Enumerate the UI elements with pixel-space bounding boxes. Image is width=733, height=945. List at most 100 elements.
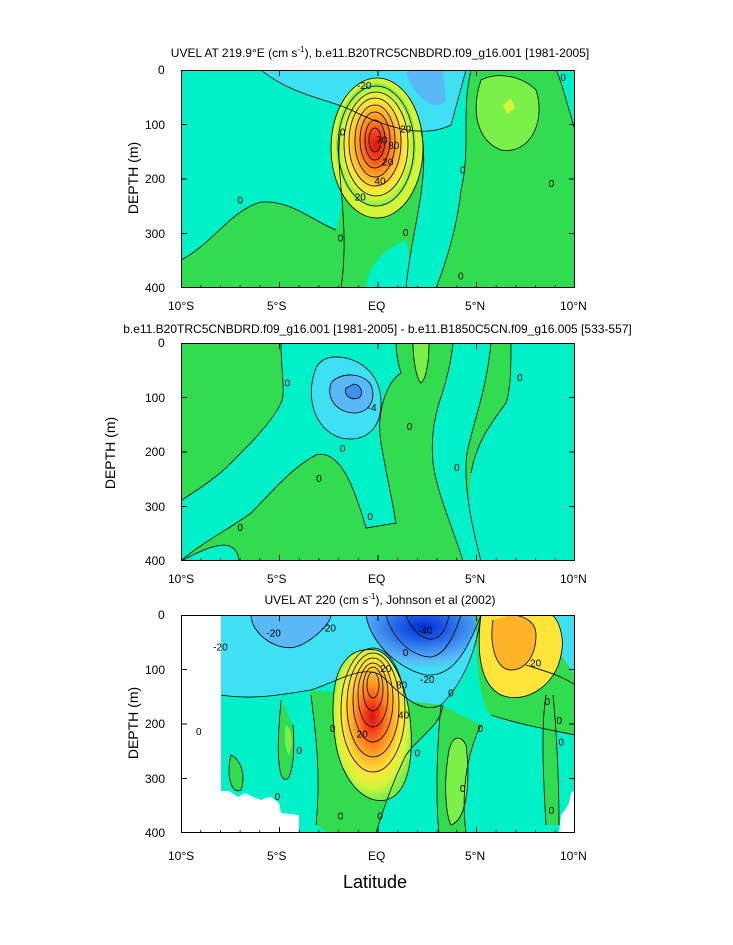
panel3-xtick-5s: 5°S [267,849,287,863]
panel1-contour-label-4: 80 [388,141,400,152]
panel3-contour-label-16: 0 [377,811,383,822]
panel2-contours [181,343,512,561]
panel3-title-rest: ), Johnson et al (2002) [375,593,496,607]
panel1-xtick-5n: 5°N [465,299,486,313]
panel3-contour-label-20: 0 [448,689,454,700]
panel2-xtick-5s: 5°S [267,572,287,586]
panel2-ylabel: DEPTH (m) [102,416,118,490]
panel1-ytick-200: 200 [145,172,166,186]
panel2-zero-tongue [432,343,491,561]
panel1-ytick-400: 400 [145,281,166,295]
panel2-xtick-eq: EQ [368,572,386,586]
panel1-contour-label-13: 0 [549,179,555,190]
panel1-contour-label-6: -20 [357,81,372,92]
panel3-positive-left-core [285,725,292,755]
panel2-contour-label-2: 0 [407,422,413,433]
panel2-contour-label-0: 0 [285,379,291,390]
panel1-positive-lower-left [181,201,341,288]
panel2-ytick-200: 200 [145,445,166,459]
panel3-positive-blob [445,738,468,825]
panel3-xtick-10s: 10°S [168,849,195,863]
panel1-title: UVEL AT 219.9°E (cm s-1), b.e11.B20TRC5C… [130,45,630,60]
panel2-ytick-0: 0 [158,336,165,350]
panel1-contour-label-10: 0 [403,228,409,239]
panel1-negative-core [406,70,446,106]
panel3-ytick-200: 200 [145,717,166,731]
panel3-westward-core [366,615,481,676]
panel3-xtick-10n: 10°N [560,849,587,863]
panel2-contour-label-1: -4 [368,403,377,414]
panel2-xtick-5n: 5°N [465,572,486,586]
panel1-contour-label-3: 20 [400,125,412,136]
panel2-negative-peak [345,384,362,399]
panel2-contour-labels: 0 -4 0 0 0 0 0 0 0 [237,373,523,534]
panel3-ytick-300: 300 [145,772,166,786]
panel1-ytick-0: 0 [158,63,165,77]
panel3-xtick-5n: 5°N [465,849,486,863]
panel1-contour-label-2: 20 [355,193,367,204]
panel2-plot: 0 -4 0 0 0 0 0 0 0 [181,343,575,561]
panel3-ylabel: DEPTH (m) [125,686,141,760]
panel3-ytick-0: 0 [158,608,165,622]
panel3-contour-label-7: 80 [396,680,408,691]
panel1-contour-label-7: 0 [340,127,346,138]
panel2-xtick-10n: 10°N [560,572,587,586]
panel1-ticks [181,70,575,288]
panel1-ytick-300: 300 [145,227,166,241]
panel3-contour-label-4: 0 [403,648,409,659]
panel3-contour-label-14: 0 [330,724,336,735]
panel2-contour-label-7: 0 [454,463,460,474]
panel1-xtick-eq: EQ [368,299,386,313]
panel2-contour-label-4: 0 [237,523,243,534]
panel3-ticks [181,615,575,833]
panel1-contour-label-12: 0 [458,272,464,283]
panel2-contour-label-6: 0 [367,512,373,523]
panel2-ytick-300: 300 [145,500,166,514]
panel3-contour-label-12: 0 [296,746,302,757]
panel3-contour-label-10: 20 [530,659,542,670]
panel1-title-main: UVEL AT 219.9°E (cm s [170,46,298,60]
panel3-ytick-400: 400 [145,826,166,840]
panel1-contour-label-14: 0 [560,73,566,84]
panel1-title-rest: ), b.e11.B20TRC5CNBDRD.f09_g16.001 [1981… [304,46,590,60]
panel3-contour-label-18: 0 [460,784,466,795]
panel1-zero-notch [366,240,416,288]
panel3-contour-label-6: 20 [380,664,392,675]
panel1-east-peak [503,98,515,114]
panel1-xtick-5s: 5°S [267,299,287,313]
panel1-contour-label-0: 70 [376,135,388,146]
panel2-zero-region-right [469,343,575,561]
panel3-ytick-100: 100 [145,663,166,677]
panel3-negative-left [251,615,331,648]
panel1-xtick-10s: 10°S [168,299,195,313]
x-axis-label: Latitude [343,872,408,892]
panel3-contour-label-3: -40 [418,626,433,637]
panel2-positive-blob [413,343,429,383]
panel3-east-core [491,615,536,670]
panel2-ytick-400: 400 [145,554,166,568]
panel3-title-main: UVEL AT 220 (cm s [264,593,369,607]
panel3-title: UVEL AT 220 (cm s-1), Johnson et al (200… [180,592,580,607]
panel1-title-sup: -1 [297,45,305,54]
panel2-ticks [181,343,575,561]
panel3-contour-label-1: -20 [266,629,281,640]
panel3-positive-right-strip [542,695,559,825]
panel3-contour-label-23: 0 [558,738,564,749]
panel3-contour-label-22: 0 [556,716,562,727]
panel2-zero-corner [181,545,239,561]
panel1-contour-label-5: 20 [382,157,394,168]
panel2-title: b.e11.B20TRC5CNBDRD.f09_g16.001 [1981-20… [123,322,632,336]
panel1-contour-label-9: 0 [338,234,344,245]
panel3-contour-label-17: 0 [415,749,421,760]
panel1-contour-label-8: 0 [237,195,243,206]
panel2-contour-label-8: 0 [517,373,523,384]
panel1-contours [181,70,575,288]
panel3-contours [220,615,575,833]
panel3-title-sup: -1 [368,592,376,601]
panel1-contour-label-1: 40 [374,176,386,187]
